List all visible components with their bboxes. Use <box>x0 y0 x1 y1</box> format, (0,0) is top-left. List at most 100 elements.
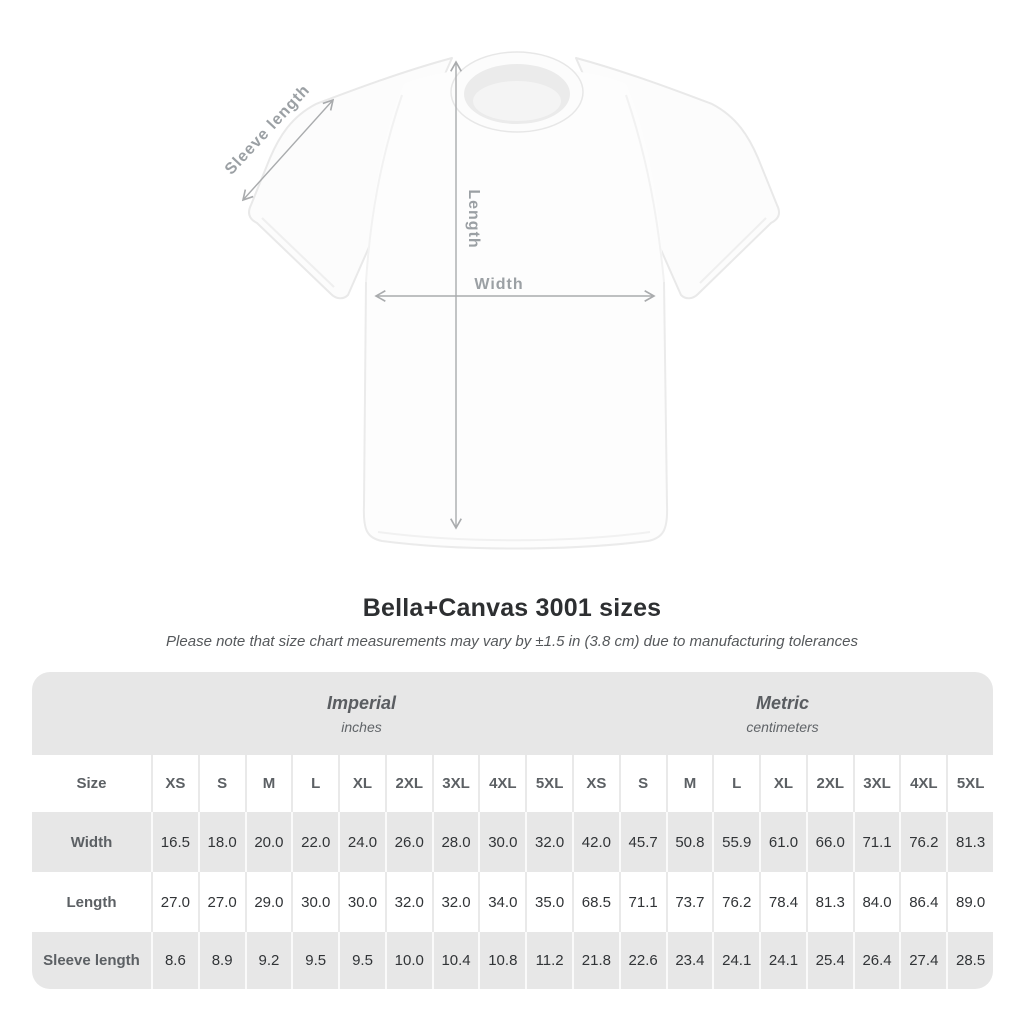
size-header-cell: XS <box>151 755 198 812</box>
size-table-grid: Imperial inches Metric centimeters Size X… <box>32 672 993 989</box>
value-cell: 21.8 <box>572 932 619 989</box>
value-cell: 9.5 <box>338 932 385 989</box>
value-cell: 27.0 <box>197 872 245 932</box>
value-cell: 42.0 <box>572 812 619 872</box>
value-cell: 27.4 <box>899 932 947 989</box>
row-label-cell: Length <box>32 872 151 932</box>
left-cuff-seam <box>261 217 335 288</box>
table-header-band <box>32 672 993 755</box>
value-cell: 9.5 <box>291 932 339 989</box>
value-cell: 32.0 <box>384 872 432 932</box>
size-header-cell: 3XL <box>852 755 900 812</box>
value-cell: 9.2 <box>244 932 292 989</box>
value-cell: 86.4 <box>899 872 947 932</box>
size-header-cell: L <box>291 755 339 812</box>
value-cell: 24.1 <box>712 932 760 989</box>
value-cell: 61.0 <box>759 812 806 872</box>
metric-group-unit: centimeters <box>746 718 819 735</box>
value-cell: 24.0 <box>338 812 385 872</box>
value-cell: 81.3 <box>805 872 853 932</box>
value-cell: 10.8 <box>478 932 526 989</box>
collar-inner-back <box>473 81 561 121</box>
value-cell: 22.0 <box>291 812 339 872</box>
size-header-cell: 3XL <box>431 755 479 812</box>
value-cell: 26.4 <box>852 932 900 989</box>
size-header-cell: 2XL <box>805 755 853 812</box>
size-header-cell: S <box>197 755 245 812</box>
value-cell: 27.0 <box>151 872 198 932</box>
size-header-cell: M <box>665 755 713 812</box>
tolerance-note: Please note that size chart measurements… <box>166 633 858 650</box>
value-cell: 66.0 <box>805 812 853 872</box>
size-header-cell: L <box>712 755 760 812</box>
length-label: Length <box>465 189 482 248</box>
width-label: Width <box>474 276 523 293</box>
value-cell: 26.0 <box>384 812 432 872</box>
value-cell: 30.0 <box>478 812 526 872</box>
value-cell: 71.1 <box>618 872 666 932</box>
metric-group-title: Metric <box>755 692 809 713</box>
value-cell: 34.0 <box>478 872 526 932</box>
value-cell: 22.6 <box>618 932 666 989</box>
value-cell: 8.6 <box>151 932 198 989</box>
size-header-cell: 5XL <box>946 755 993 812</box>
value-cell: 23.4 <box>665 932 713 989</box>
value-cell: 32.0 <box>525 812 572 872</box>
value-cell: 55.9 <box>712 812 760 872</box>
value-cell: 32.0 <box>431 872 479 932</box>
value-cell: 24.1 <box>759 932 806 989</box>
metric-group-header: Metric centimeters <box>572 672 993 755</box>
value-cell: 30.0 <box>291 872 339 932</box>
size-header-cell: M <box>244 755 292 812</box>
size-header-cell: 4XL <box>478 755 526 812</box>
value-cell: 28.0 <box>431 812 479 872</box>
value-cell: 68.5 <box>572 872 619 932</box>
value-cell: 20.0 <box>244 812 292 872</box>
tshirt-body-shape <box>362 67 668 549</box>
left-armhole-seam <box>365 94 403 283</box>
value-cell: 84.0 <box>852 872 900 932</box>
value-cell: 45.7 <box>618 812 666 872</box>
value-cell: 50.8 <box>665 812 713 872</box>
value-cell: 71.1 <box>852 812 900 872</box>
tshirt-diagram: Sleeve length Length Width <box>222 51 780 550</box>
value-cell: 18.0 <box>197 812 245 872</box>
size-header-cell: XL <box>759 755 806 812</box>
hem-seam <box>377 531 651 542</box>
value-cell: 29.0 <box>244 872 292 932</box>
value-cell: 76.2 <box>899 812 947 872</box>
value-cell: 11.2 <box>525 932 572 989</box>
imperial-group-unit: inches <box>341 718 382 735</box>
value-cell: 89.0 <box>946 872 993 932</box>
imperial-group-title: Imperial <box>326 692 397 713</box>
value-cell: 78.4 <box>759 872 806 932</box>
value-cell: 10.0 <box>384 932 432 989</box>
sleeve-length-arrow <box>241 98 335 202</box>
value-cell: 16.5 <box>151 812 198 872</box>
row-label-cell: Sleeve length <box>32 932 151 989</box>
size-header-cell: XL <box>338 755 385 812</box>
value-cell: 30.0 <box>338 872 385 932</box>
row-label-cell: Size <box>32 755 151 812</box>
value-cell: 28.5 <box>946 932 993 989</box>
imperial-group-header: Imperial inches <box>151 672 572 755</box>
right-armhole-seam <box>625 94 665 283</box>
tshirt-body-outline <box>362 281 669 550</box>
value-cell: 81.3 <box>946 812 993 872</box>
size-table: Imperial inches Metric centimeters Size X… <box>32 672 993 989</box>
page-title: Bella+Canvas 3001 sizes <box>362 594 662 622</box>
right-cuff-seam <box>699 217 767 284</box>
row-label-cell: Width <box>32 812 151 872</box>
value-cell: 73.7 <box>665 872 713 932</box>
value-cell: 10.4 <box>431 932 479 989</box>
size-header-cell: 5XL <box>525 755 572 812</box>
value-cell: 35.0 <box>525 872 572 932</box>
size-header-cell: 2XL <box>384 755 432 812</box>
value-cell: 76.2 <box>712 872 760 932</box>
value-cell: 25.4 <box>805 932 853 989</box>
size-header-cell: 4XL <box>899 755 947 812</box>
value-cell: 8.9 <box>197 932 245 989</box>
size-header-cell: S <box>618 755 666 812</box>
size-header-cell: XS <box>572 755 619 812</box>
